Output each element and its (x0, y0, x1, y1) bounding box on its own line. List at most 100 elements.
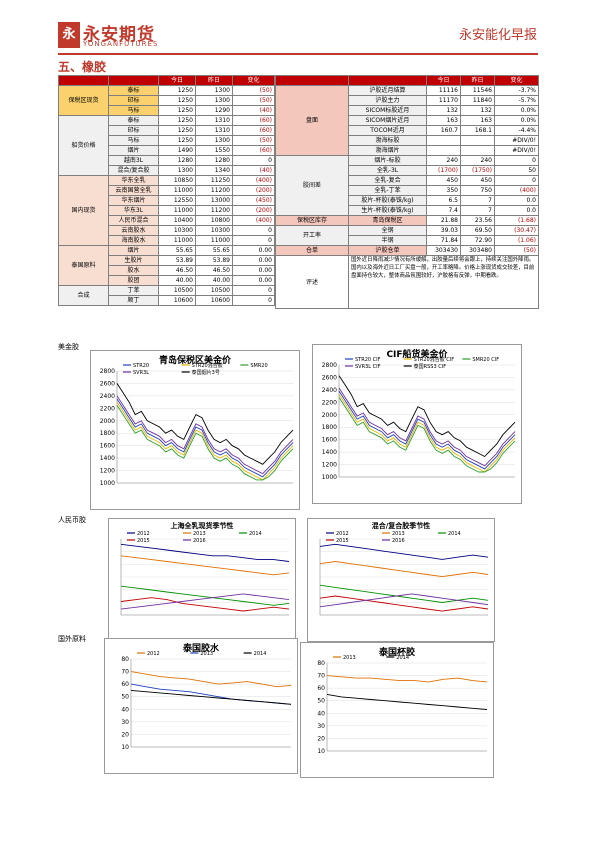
series-line-1 (338, 393, 516, 473)
y-tick-label: 2000 (322, 412, 337, 419)
y-tick-label: 70 (317, 673, 325, 680)
cell-today: 1250 (158, 115, 196, 126)
cell-change: 0 (232, 235, 275, 246)
cell-change: (40) (232, 105, 275, 116)
cell-today (426, 145, 461, 156)
cell-today: 10500 (158, 285, 196, 296)
cell-yesterday: 750 (460, 185, 495, 196)
cell-change: 0.00 (232, 265, 275, 276)
cell-yesterday: 240 (460, 155, 495, 166)
y-tick-label: 2000 (100, 418, 115, 425)
cell-change: 0 (494, 155, 539, 166)
comment-label: 评述 (275, 255, 349, 309)
series-line-1 (116, 401, 294, 481)
header-yesterday: 昨日 (195, 75, 233, 86)
legend-label: 2014 (254, 651, 267, 657)
row-name: 胶水 (108, 265, 159, 276)
cell-change: 50 (494, 165, 539, 176)
cell-today: 1250 (158, 95, 196, 106)
header-divider (58, 53, 538, 55)
row-name: 沪胶近月结算 (348, 85, 427, 96)
cell-yesterday: 10800 (195, 215, 233, 226)
y-tick-label: 1000 (100, 480, 115, 487)
header-blank (108, 75, 159, 86)
header-yesterday: 昨日 (460, 75, 495, 86)
chart-title: 混合/复合胶季节性 (371, 522, 431, 530)
cell-today: 40.00 (158, 275, 196, 286)
cell-yesterday: 72.90 (460, 235, 495, 246)
cell-today: 11000 (158, 185, 196, 196)
y-tick-label: 1600 (100, 443, 115, 450)
y-tick-label: 40 (121, 706, 129, 713)
y-tick-label: 20 (317, 735, 325, 742)
cell-today: 39.03 (426, 225, 461, 236)
cell-change: (30.47) (494, 225, 539, 236)
table-header-row: 今日 昨日 变化 (275, 75, 539, 86)
table-row: 胶间差 烟片-标胶 240 240 0 (275, 155, 539, 216)
y-tick-label: 2200 (100, 405, 115, 412)
y-tick-label: 1400 (322, 449, 337, 456)
y-tick-label: 70 (121, 669, 129, 676)
cell-today: 53.89 (158, 255, 196, 266)
cell-change: (450) (232, 195, 275, 206)
row-name: 马标 (108, 135, 159, 146)
cell-today: 6.5 (426, 195, 461, 206)
row-name: 泰标 (108, 85, 159, 96)
row-name: TOCOM近月 (348, 125, 427, 136)
table-row: 仓单 沪胶仓单 303430 303480 (50) (275, 245, 539, 256)
legend-label: 2015 (336, 538, 349, 544)
series-line-3 (319, 595, 489, 612)
row-name: 全乳-3L (348, 165, 427, 176)
cell-change: #DIV/0! (494, 135, 539, 146)
cell-yesterday: 7 (460, 195, 495, 206)
cell-yesterday: 11200 (195, 205, 233, 216)
chart-title: 青岛保税区美金价 (158, 356, 231, 366)
company-logo: 永 (58, 22, 80, 48)
table-row: 保税区库存 青岛保税区 21.88 23.56 (1.68) (275, 215, 539, 226)
cell-today (426, 135, 461, 146)
header-blank (348, 75, 427, 86)
cell-today: 46.50 (158, 265, 196, 276)
cell-today: 71.84 (426, 235, 461, 246)
table-row: 顺丁 10600 10600 0 (59, 295, 275, 306)
cell-change: (50) (494, 245, 539, 256)
cell-change: (400) (232, 215, 275, 226)
cell-yesterday (460, 135, 495, 146)
row-name: 沪胶主力 (348, 95, 427, 106)
cell-yesterday: 13000 (195, 195, 233, 206)
cell-change: (400) (232, 175, 275, 186)
chart-cif-usd: CIF船货美金价 2800 2600 2400 2200 2000 1800 1600 140… (312, 344, 522, 504)
chart-svg: 2012 2013 2014 2015 2016 (120, 531, 290, 616)
header-change: 变化 (494, 75, 539, 86)
y-tick-label: 30 (121, 719, 129, 726)
row-name: 印标 (108, 125, 159, 136)
series-line-1 (130, 683, 292, 705)
table-row: 保税区现货 泰标 1250 1300 (50) (58, 85, 275, 116)
series-line-4 (338, 375, 516, 458)
cell-change: (200) (232, 205, 275, 216)
cell-yesterday: 11250 (195, 175, 233, 186)
y-tick-label: 40 (317, 710, 325, 717)
series-line-3 (120, 597, 290, 612)
cell-today: (1700) (426, 165, 461, 176)
cell-yesterday: 7 (460, 205, 495, 216)
cell-yesterday: 69.50 (460, 225, 495, 236)
table-row: 马标 1250 1300 (50) (59, 135, 275, 146)
comment-text: 国外近日降雨减少情况有所缓解，出胶量后续将会跟上，持续关注国外降雨。国内以及海外… (348, 255, 539, 309)
legend-label: 2016 (392, 538, 405, 544)
chart-svg: 2800 2600 2400 2200 2000 1800 1600 1400 1200 1000… (100, 362, 294, 487)
legend-label: 2013 (343, 655, 356, 661)
legend-label: 2014 (249, 531, 262, 537)
y-tick-label: 2400 (322, 387, 337, 394)
row-name: 混合/复合胶 (108, 165, 159, 176)
cell-today: 11000 (158, 205, 196, 216)
legend-label: 2014 (448, 531, 461, 537)
cell-change: (50) (232, 135, 275, 146)
row-name: 马标 (108, 105, 159, 116)
chart-title: 上海全乳现货季节性 (170, 522, 234, 530)
cell-today: 11170 (426, 95, 461, 106)
label-usd-gum: 美金胶 (58, 343, 79, 351)
cell-today: 10400 (158, 215, 196, 226)
y-tick-label: 10 (121, 744, 129, 751)
row-name: 渤海烟片 (348, 145, 427, 156)
